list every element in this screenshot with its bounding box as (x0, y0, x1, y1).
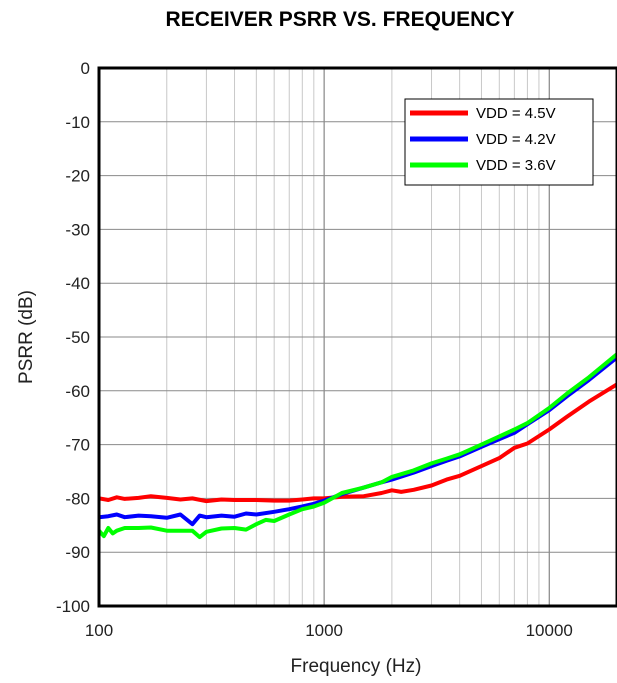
x-tick-labels: 100 1000 10000 (85, 621, 573, 640)
legend-label: VDD = 4.5V (476, 105, 556, 122)
y-tick-label: -10 (65, 113, 90, 132)
series-line (99, 355, 617, 527)
y-tick-label: -20 (65, 167, 90, 186)
y-tick-label: -50 (65, 328, 90, 347)
x-tick-label: 1000 (305, 621, 343, 640)
y-tick-label: -70 (65, 436, 90, 455)
series-line (99, 382, 617, 504)
y-tick-label: -40 (65, 274, 90, 293)
legend-label: VDD = 3.6V (476, 157, 556, 174)
y-tick-label: -30 (65, 220, 90, 239)
y-tick-labels: 0 -10 -20 -30 -40 -50 -60 -70 -80 -90 -100 (56, 59, 90, 616)
plot-frame (97, 66, 617, 608)
y-tick-label: -60 (65, 382, 90, 401)
x-axis-label: Frequency (Hz) (291, 656, 422, 677)
y-tick-label: 0 (81, 59, 90, 78)
chart-title: RECEIVER PSRR VS. FREQUENCY (166, 8, 515, 31)
y-tick-label: -80 (65, 489, 90, 508)
legend-label: VDD = 4.2V (476, 131, 556, 148)
y-tick-label: -100 (56, 597, 90, 616)
x-tick-label: 10000 (526, 621, 573, 640)
y-axis-label: PSRR (dB) (16, 290, 37, 384)
series-layer (99, 352, 617, 540)
series-line (99, 352, 617, 540)
x-tick-label: 100 (85, 621, 113, 640)
y-tick-label: -90 (65, 543, 90, 562)
legend-box (404, 98, 594, 186)
legend: VDD = 4.5V VDD = 4.2V VDD = 3.6V (404, 98, 594, 186)
